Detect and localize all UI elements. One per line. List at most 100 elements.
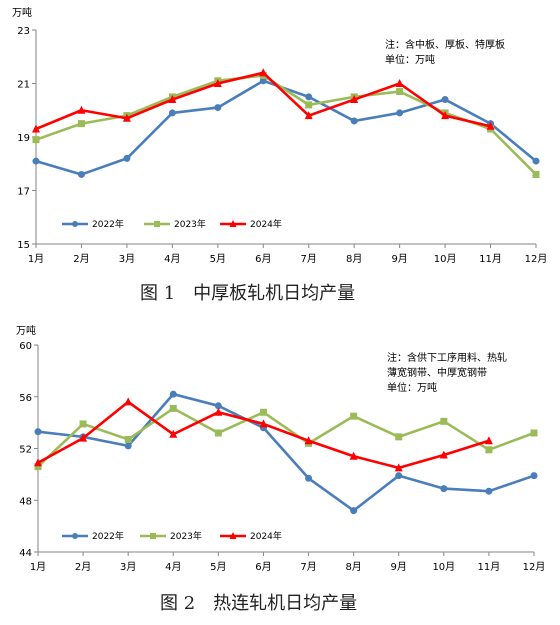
- y-tick-label: 19: [17, 133, 30, 144]
- series-line: [37, 407, 535, 468]
- data-point: [259, 68, 268, 77]
- data-point: [214, 104, 222, 112]
- data-point: [305, 93, 313, 101]
- data-point: [350, 507, 358, 515]
- x-tick-label: 4月: [165, 561, 181, 573]
- data-point: [350, 117, 358, 125]
- x-tick-label: 7月: [301, 253, 317, 265]
- legend-item: 2024年: [220, 530, 282, 542]
- legend-label: 2023年: [170, 530, 202, 542]
- y-tick-label: 60: [19, 341, 32, 352]
- chart-1: 15 17 19 21 23 1月 2月 3月 4月 5月 6月 7月 8月 9月 10月 11月 12月 万吨注…: [12, 6, 547, 304]
- legend-label: 2022年: [92, 218, 124, 230]
- x-tick-label: 7月: [300, 561, 316, 573]
- data-point: [530, 429, 538, 437]
- x-tick-label: 12月: [523, 561, 546, 573]
- note-line: 单位：万吨: [387, 381, 437, 394]
- legend-label: 2024年: [250, 218, 282, 230]
- data-point: [485, 487, 493, 495]
- legend-label: 2022年: [92, 530, 124, 542]
- data-point: [169, 404, 177, 412]
- legend-item: 2022年: [62, 530, 124, 542]
- data-point: [124, 435, 132, 443]
- data-point: [229, 220, 237, 227]
- data-point: [229, 532, 237, 539]
- data-point: [485, 446, 493, 454]
- data-point: [305, 101, 313, 109]
- data-point: [77, 170, 85, 178]
- y-tick-label: 52: [19, 445, 32, 456]
- data-point: [150, 533, 156, 539]
- data-point: [32, 124, 40, 133]
- data-point: [396, 88, 404, 96]
- unit-label: 万吨: [12, 6, 32, 19]
- x-tick-label: 1月: [28, 253, 44, 265]
- data-point: [350, 412, 358, 420]
- y-tick-label: 21: [17, 80, 30, 91]
- data-point: [214, 429, 222, 437]
- y-tick-label: 56: [19, 393, 32, 404]
- x-tick-label: 2月: [73, 253, 89, 265]
- note-line: 注：含供下工序用料、热轧: [387, 351, 507, 364]
- data-point: [259, 419, 268, 428]
- x-tick-label: 11月: [479, 253, 502, 265]
- x-tick-label: 9月: [391, 253, 407, 265]
- series-line: [35, 74, 537, 176]
- data-point: [532, 157, 540, 165]
- data-point: [439, 450, 448, 459]
- data-point: [72, 221, 78, 227]
- x-tick-label: 8月: [345, 561, 361, 573]
- x-tick-label: 4月: [164, 253, 180, 265]
- data-point: [32, 136, 40, 144]
- data-point: [349, 451, 358, 460]
- legend-item: 2023年: [140, 530, 202, 542]
- legend-item: 2022年: [62, 218, 124, 230]
- series-2022年: [34, 390, 538, 515]
- figure-caption: 图 2 热连轧机日均产量: [160, 593, 357, 614]
- data-point: [122, 113, 131, 122]
- note-line: 单位：万吨: [385, 53, 435, 66]
- series-2024年: [34, 397, 493, 472]
- data-point: [34, 458, 42, 467]
- data-point: [396, 109, 404, 117]
- x-tick-label: 5月: [210, 253, 226, 265]
- y-tick-label: 23: [17, 26, 30, 37]
- data-point: [168, 95, 177, 104]
- y-tick-label: 48: [19, 496, 32, 507]
- x-tick-label: 5月: [210, 561, 226, 573]
- data-point: [72, 533, 78, 539]
- x-tick-label: 3月: [119, 253, 135, 265]
- data-point: [124, 442, 132, 450]
- data-point: [395, 433, 403, 441]
- data-point: [214, 407, 223, 416]
- data-point: [77, 120, 85, 128]
- data-point: [304, 436, 313, 445]
- legend-label: 2024年: [250, 530, 282, 542]
- data-point: [530, 472, 538, 480]
- x-tick-label: 12月: [525, 253, 548, 265]
- x-tick-label: 10月: [432, 561, 455, 573]
- data-point: [394, 463, 403, 472]
- data-point: [124, 397, 133, 406]
- data-point: [213, 79, 222, 87]
- series-2023年: [34, 404, 538, 471]
- data-point: [214, 402, 222, 410]
- data-point: [441, 111, 450, 120]
- data-point: [484, 436, 493, 445]
- data-point: [32, 157, 40, 165]
- x-tick-label: 6月: [255, 253, 271, 265]
- note-line: 薄宽钢带、中厚宽钢带: [387, 366, 487, 379]
- data-point: [34, 463, 42, 471]
- data-point: [169, 429, 178, 438]
- data-point: [395, 79, 404, 87]
- x-tick-label: 6月: [255, 561, 271, 573]
- unit-label: 万吨: [16, 324, 36, 337]
- data-point: [169, 390, 177, 398]
- data-point: [486, 121, 495, 130]
- x-tick-label: 11月: [478, 561, 501, 573]
- y-tick-label: 44: [19, 548, 32, 559]
- figure-caption: 图 1 中厚板轧机日均产量: [140, 283, 355, 304]
- x-tick-label: 9月: [391, 561, 407, 573]
- x-tick-label: 10月: [434, 253, 457, 265]
